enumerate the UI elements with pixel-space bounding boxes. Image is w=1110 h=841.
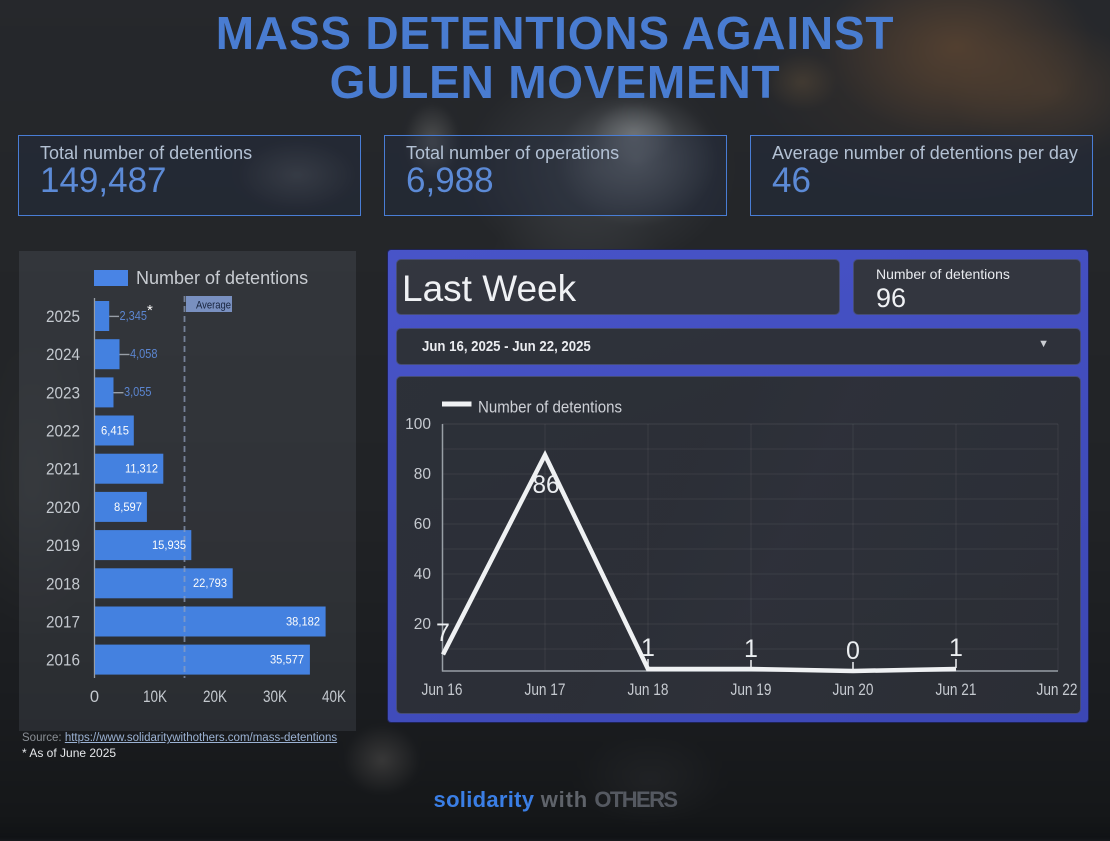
svg-text:2018: 2018: [46, 574, 80, 593]
svg-text:15,935: 15,935: [152, 538, 186, 552]
svg-text:*: *: [147, 302, 153, 319]
svg-text:Average: Average: [196, 300, 231, 312]
svg-text:Number of detentions: Number of detentions: [478, 398, 622, 417]
svg-text:Jun 21: Jun 21: [936, 681, 977, 699]
svg-text:30K: 30K: [263, 688, 287, 706]
svg-text:2016: 2016: [46, 651, 80, 670]
svg-text:2023: 2023: [46, 383, 80, 402]
svg-text:86: 86: [533, 471, 560, 499]
svg-text:Jun 18: Jun 18: [628, 681, 669, 699]
svg-text:80: 80: [414, 466, 432, 483]
svg-text:1: 1: [949, 634, 963, 662]
svg-text:38,182: 38,182: [286, 615, 320, 629]
svg-text:Jun 16: Jun 16: [422, 681, 463, 699]
svg-text:2021: 2021: [46, 460, 80, 479]
svg-text:Number of detentions: Number of detentions: [136, 268, 308, 288]
svg-text:60: 60: [414, 516, 432, 533]
svg-text:40K: 40K: [322, 688, 346, 706]
svg-text:1: 1: [641, 634, 655, 662]
svg-text:35,577: 35,577: [270, 653, 304, 667]
svg-text:8,597: 8,597: [114, 500, 142, 514]
svg-text:100: 100: [405, 416, 431, 433]
svg-text:40: 40: [414, 566, 432, 583]
svg-text:Jun 19: Jun 19: [731, 681, 772, 699]
svg-text:0: 0: [90, 688, 99, 706]
svg-text:10K: 10K: [143, 688, 167, 706]
svg-text:Jun 22: Jun 22: [1037, 681, 1078, 699]
svg-text:2022: 2022: [46, 422, 80, 441]
svg-text:0: 0: [846, 637, 860, 665]
svg-text:7: 7: [436, 619, 450, 647]
svg-text:11,312: 11,312: [125, 462, 158, 476]
svg-text:1: 1: [744, 635, 758, 663]
svg-text:2,345: 2,345: [120, 309, 148, 323]
svg-text:4,058: 4,058: [130, 347, 158, 361]
svg-text:20K: 20K: [203, 688, 227, 706]
svg-text:2024: 2024: [46, 345, 80, 364]
svg-text:22,793: 22,793: [193, 576, 227, 590]
svg-text:2019: 2019: [46, 536, 80, 555]
svg-text:2017: 2017: [46, 613, 80, 632]
svg-text:2020: 2020: [46, 498, 80, 517]
svg-text:Jun 20: Jun 20: [833, 681, 874, 699]
svg-text:Jun 17: Jun 17: [525, 681, 566, 699]
svg-text:2025: 2025: [46, 307, 80, 326]
svg-text:6,415: 6,415: [101, 424, 129, 438]
svg-text:3,055: 3,055: [124, 385, 152, 399]
svg-text:20: 20: [414, 616, 432, 633]
